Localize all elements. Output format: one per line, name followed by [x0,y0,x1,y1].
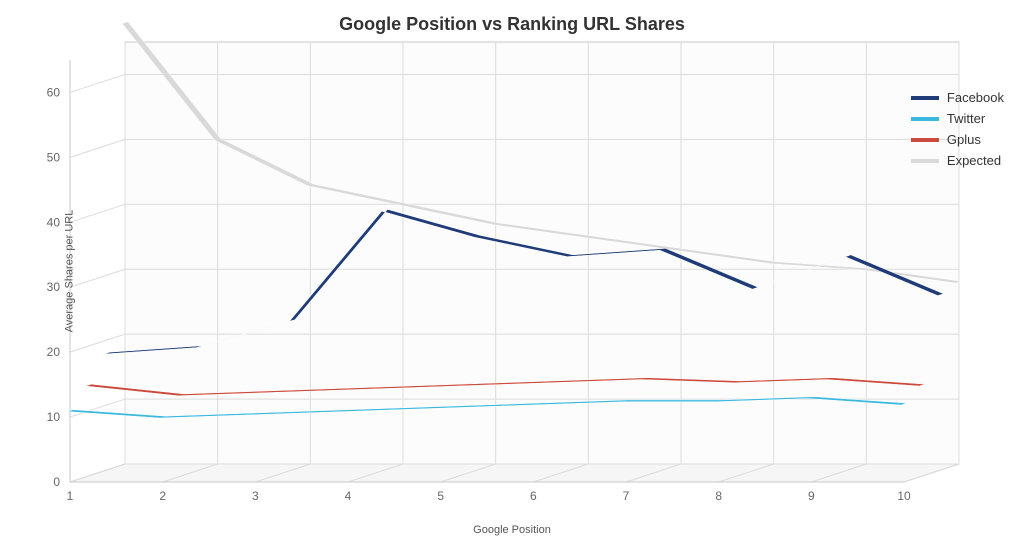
y-tick-label: 40 [47,215,61,229]
y-tick-label: 10 [47,410,61,424]
chart-title: Google Position vs Ranking URL Shares [0,14,1024,35]
legend-label-facebook: Facebook [947,90,1004,105]
x-tick-label: 3 [252,489,259,503]
legend-item-twitter: Twitter [911,111,1004,126]
x-tick-label: 4 [345,489,352,503]
legend-swatch-expected [911,159,939,163]
legend-item-facebook: Facebook [911,90,1004,105]
x-tick-label: 9 [808,489,815,503]
legend-swatch-gplus [911,138,939,142]
floor [70,464,959,482]
legend-swatch-twitter [911,117,939,121]
legend-label-gplus: Gplus [947,132,981,147]
y-tick-label: 0 [53,475,60,489]
legend-label-expected: Expected [947,153,1001,168]
x-axis-label: Google Position [0,524,1024,536]
x-tick-label: 7 [623,489,630,503]
x-tick-label: 5 [437,489,444,503]
y-tick-label: 20 [47,345,61,359]
y-tick-label: 50 [47,150,61,164]
legend-swatch-facebook [911,96,939,100]
legend: Facebook Twitter Gplus Expected [911,90,1004,174]
x-tick-label: 8 [715,489,722,503]
y-tick-label: 30 [47,280,61,294]
y-tick-label: 60 [47,85,61,99]
legend-label-twitter: Twitter [947,111,985,126]
x-tick-label: 10 [897,489,911,503]
x-tick-label: 2 [159,489,166,503]
line-chart: 0 10 20 30 40 50 60 1 2 3 4 5 6 7 8 9 10 [0,0,1024,542]
y-axis-label: Average Shares per URL [63,210,75,333]
x-tick-label: 6 [530,489,537,503]
chart-container: Google Position vs Ranking URL Shares Av… [0,0,1024,542]
legend-item-gplus: Gplus [911,132,1004,147]
legend-item-expected: Expected [911,153,1004,168]
x-tick-label: 1 [67,489,74,503]
